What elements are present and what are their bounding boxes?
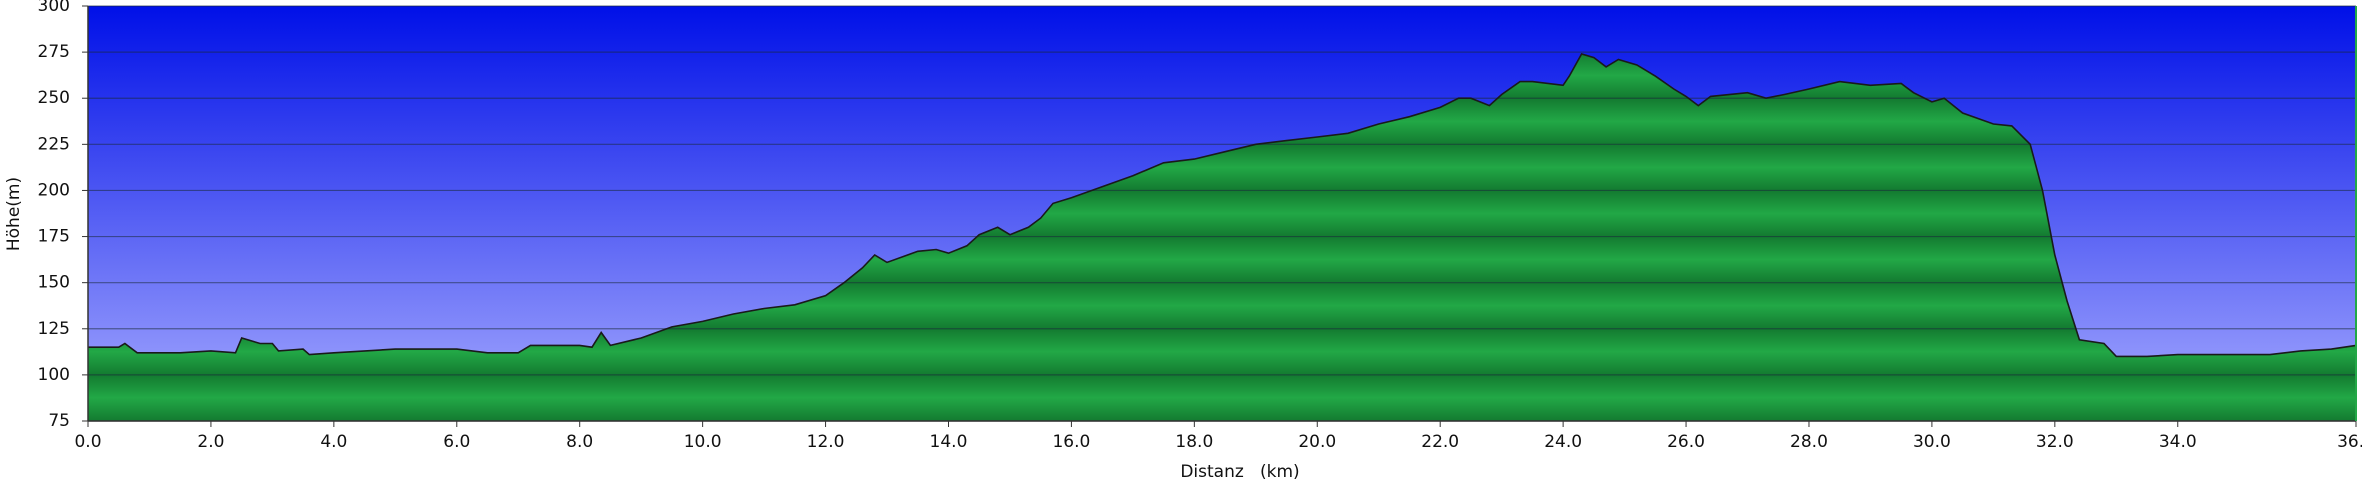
y-axis-label: Höhe(m)	[4, 177, 24, 251]
y-tick-label: 225	[38, 134, 70, 154]
y-tick-label: 75	[48, 411, 70, 431]
x-tick-label: 24.0	[1544, 432, 1582, 452]
x-tick-label: 2.0	[197, 432, 224, 452]
x-tick-label: 18.0	[1175, 432, 1213, 452]
y-tick-label: 200	[38, 180, 70, 200]
x-tick-label: 20.0	[1298, 432, 1336, 452]
x-tick-label: 14.0	[930, 432, 968, 452]
x-tick-label: 16.0	[1052, 432, 1090, 452]
x-tick-label: 26.0	[1667, 432, 1705, 452]
x-tick-label: 0.0	[74, 432, 101, 452]
y-tick-label: 300	[38, 0, 70, 16]
x-tick-label: 28.0	[1790, 432, 1828, 452]
x-axis-label: Distanz (km)	[1180, 462, 1299, 482]
x-tick-label: 12.0	[807, 432, 845, 452]
y-tick-label: 125	[38, 319, 70, 339]
x-tick-label: 30.0	[1913, 432, 1951, 452]
x-tick-label: 6.0	[443, 432, 470, 452]
y-tick-label: 275	[38, 42, 70, 62]
x-tick-label: 10.0	[684, 432, 722, 452]
x-tick-label: 34.0	[2159, 432, 2197, 452]
y-tick-label: 150	[38, 273, 70, 293]
y-tick-label: 250	[38, 88, 70, 108]
x-tick-label: 4.0	[320, 432, 347, 452]
x-tick-label: 32.0	[2036, 432, 2074, 452]
x-tick-label: 22.0	[1421, 432, 1459, 452]
elevation-line	[88, 53, 2357, 358]
y-tick-label: 100	[38, 365, 70, 385]
x-tick-label: 36.9	[2337, 432, 2362, 452]
y-tick-label: 175	[38, 227, 70, 247]
x-tick-label: 8.0	[566, 432, 593, 452]
